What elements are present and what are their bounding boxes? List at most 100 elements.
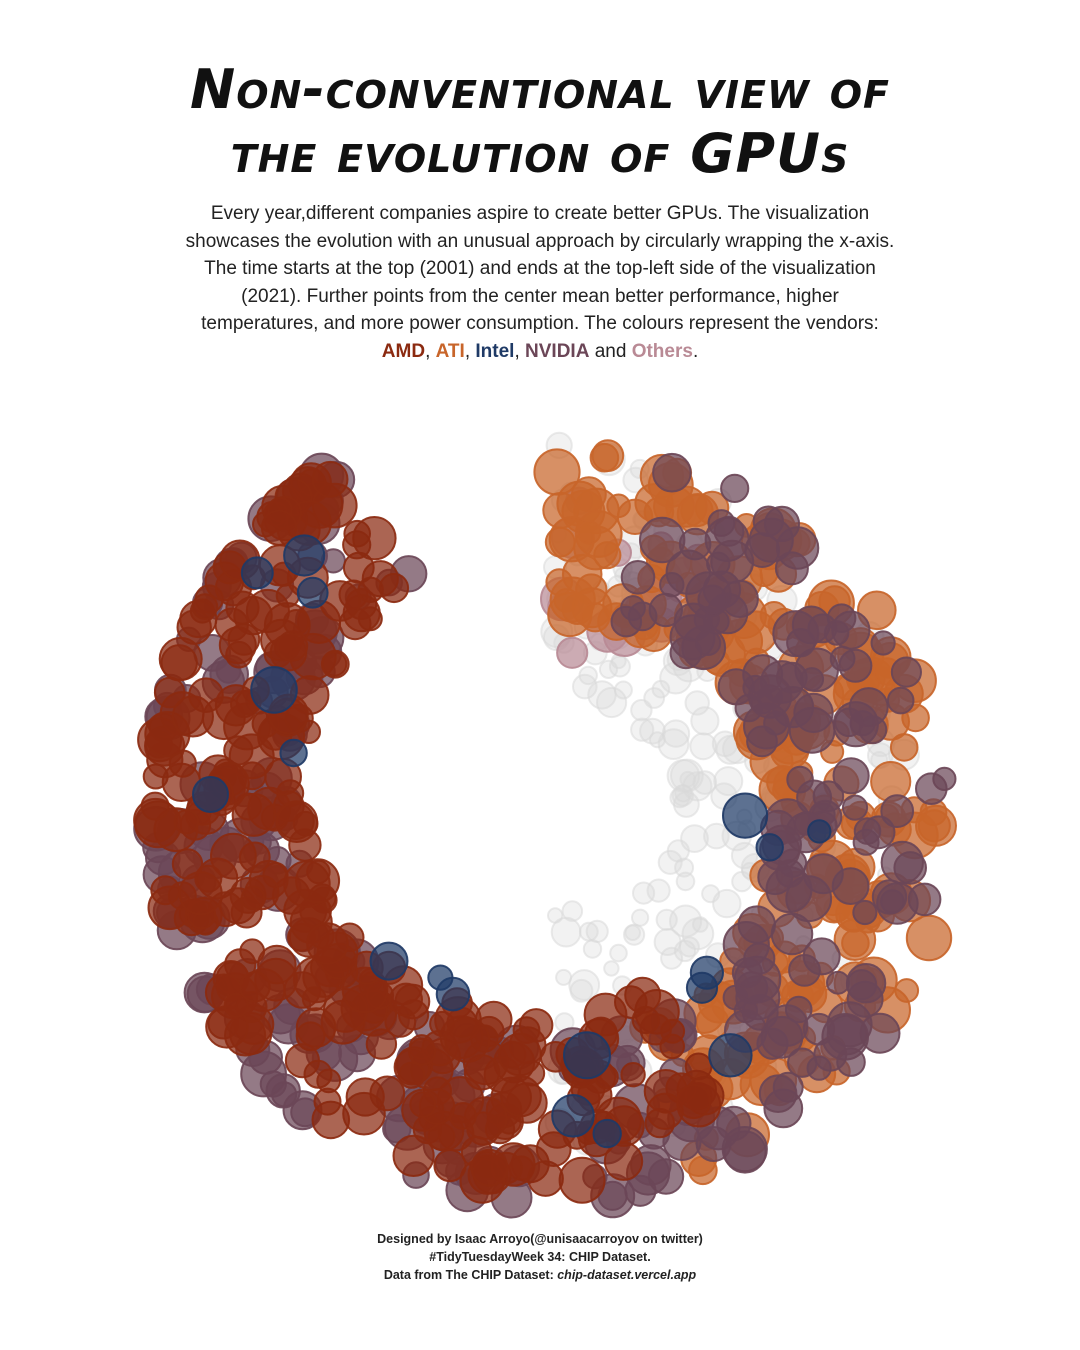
point-amd (676, 1084, 712, 1120)
point-ati (571, 476, 607, 513)
background-point (660, 946, 684, 970)
legend-intel: Intel (475, 340, 515, 362)
point-amd (500, 1075, 542, 1118)
point-nvidia (695, 629, 722, 657)
point-nvidia (747, 674, 793, 719)
point-nvidia (763, 505, 801, 543)
background-point (643, 687, 666, 709)
legend-others: Others (631, 340, 693, 362)
point-amd (470, 1148, 509, 1187)
background-point (713, 766, 744, 797)
background-point (632, 881, 656, 905)
legend-sep: , (425, 340, 436, 362)
point-amd (583, 992, 628, 1037)
point-amd (631, 1005, 660, 1035)
point-nvidia (770, 912, 814, 956)
point-ati (905, 914, 953, 962)
point-nvidia (932, 766, 957, 792)
point-intel (685, 971, 719, 1004)
background-point (703, 822, 730, 850)
point-nvidia (821, 1013, 870, 1061)
background-point (630, 717, 655, 742)
point-amd (239, 971, 271, 1003)
point-nvidia (871, 879, 908, 915)
subtitle-line-3: The time starts at the top (2001) and en… (204, 258, 876, 279)
point-ati (591, 439, 625, 473)
point-nvidia (832, 757, 870, 795)
point-intel (708, 1033, 753, 1078)
point-ati (533, 448, 581, 496)
point-nvidia (861, 815, 896, 850)
background-point (598, 659, 619, 680)
background-point (731, 870, 753, 893)
point-amd (535, 1131, 572, 1167)
point-nvidia (870, 630, 896, 656)
caption-credit: Designed by Isaac Arroyo(@unisaacarroyov… (377, 1232, 703, 1246)
background-point (582, 939, 603, 959)
point-others (556, 636, 589, 669)
point-nvidia (799, 667, 825, 692)
legend-amd: AMD (381, 340, 426, 362)
point-amd (603, 1141, 644, 1181)
point-amd (392, 1134, 435, 1178)
point-intel (592, 1118, 622, 1149)
point-ati (841, 928, 870, 958)
point-nvidia (788, 706, 836, 754)
point-nvidia (697, 584, 728, 615)
background-point (603, 960, 620, 977)
point-nvidia (834, 707, 864, 738)
legend-line: AMD, ATI, Intel, NVIDIA and Others. (100, 338, 980, 366)
point-amd (684, 1052, 713, 1081)
point-amd (295, 1021, 326, 1052)
point-amd (260, 509, 298, 546)
point-nvidia (765, 1004, 809, 1047)
point-nvidia (880, 840, 924, 885)
point-nvidia (610, 605, 643, 638)
point-nvidia (772, 610, 820, 658)
point-amd (444, 1017, 491, 1063)
point-amd (311, 460, 349, 498)
point-nvidia (880, 794, 915, 828)
point-amd (257, 944, 297, 985)
point-nvidia (823, 620, 850, 646)
background-point (561, 900, 584, 922)
point-nvidia (659, 572, 685, 598)
point-nvidia (710, 539, 755, 584)
point-intel (296, 576, 329, 609)
point-nvidia (786, 765, 814, 794)
point-amd (519, 1008, 554, 1043)
point-amd (303, 1059, 333, 1089)
subtitle: Every year,different companies aspire to… (100, 200, 980, 365)
point-nvidia (720, 473, 750, 503)
background-point (623, 923, 646, 946)
point-amd (191, 593, 219, 620)
background-point (653, 928, 682, 956)
background-point (655, 908, 678, 931)
point-nvidia (722, 921, 770, 969)
point-ati (577, 520, 602, 545)
background-point (572, 673, 598, 700)
point-amd (276, 630, 309, 662)
point-intel (369, 941, 409, 981)
point-ati (870, 761, 912, 803)
point-nvidia (652, 452, 692, 493)
background-point (712, 888, 742, 919)
legend-and: and (589, 340, 632, 362)
point-amd (150, 875, 181, 906)
caption: Designed by Isaac Arroyo(@unisaacarroyov… (0, 1230, 1080, 1284)
point-amd (389, 982, 423, 1017)
point-nvidia (841, 794, 869, 821)
point-intel (755, 833, 784, 862)
caption-source-link[interactable]: chip-dataset.vercel.app (557, 1268, 697, 1282)
point-amd (498, 1032, 542, 1077)
point-nvidia (763, 710, 788, 736)
point-intel (192, 776, 229, 813)
point-amd (398, 1061, 426, 1089)
legend-nvidia: NVIDIA (525, 340, 590, 362)
point-amd (558, 1156, 606, 1204)
subtitle-line-5: temperatures, and more power consumption… (201, 313, 879, 334)
point-amd (352, 516, 397, 561)
point-nvidia (845, 963, 887, 1004)
point-nvidia (758, 1074, 798, 1113)
